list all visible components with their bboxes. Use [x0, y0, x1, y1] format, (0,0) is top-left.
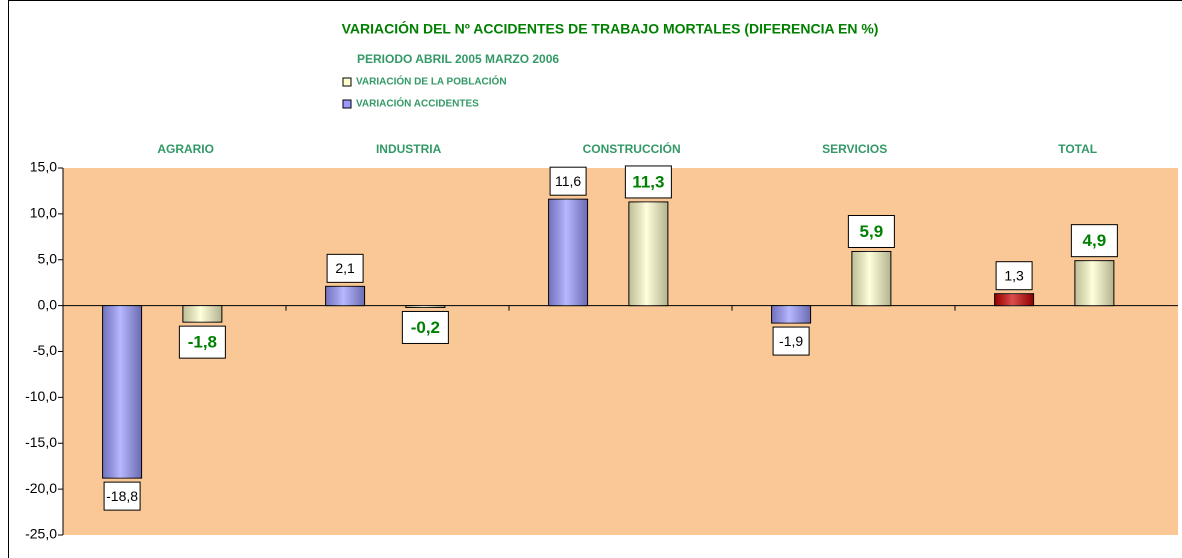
value-label: 1,3 [1004, 267, 1024, 283]
bar-shade [405, 305, 445, 308]
category-label: INDUSTRIA [376, 142, 442, 156]
y-tick-label: 15,0 [30, 159, 57, 175]
category-label: TOTAL [1058, 142, 1097, 156]
value-label-box [401, 310, 449, 344]
chart-subtitle: PERIODO ABRIL 2005 MARZO 2006 [357, 52, 559, 66]
frame [8, 0, 1182, 558]
value-label: 2,1 [335, 260, 355, 276]
value-label: 11,3 [632, 172, 664, 191]
y-tick-label: -25,0 [25, 526, 57, 542]
value-label: -0,2 [411, 318, 440, 337]
value-label-box [1070, 224, 1118, 258]
y-tick-label: -10,0 [25, 388, 57, 404]
bar-shade [1074, 260, 1114, 306]
value-label-box [178, 325, 226, 359]
plot-background [63, 168, 1178, 535]
legend-label: VARIACIÓN DE LA POBLACIÓN [356, 75, 507, 88]
legend-label: VARIACIÓN ACCIDENTES [356, 97, 479, 110]
bar-shade [851, 251, 891, 306]
y-tick-label: -15,0 [25, 434, 57, 450]
value-label: -1,9 [779, 333, 803, 349]
y-tick-label: -5,0 [33, 342, 57, 358]
value-label-box [995, 261, 1033, 291]
value-label: 5,9 [860, 222, 884, 241]
value-label: 4,9 [1083, 231, 1107, 250]
legend-swatch [342, 77, 352, 87]
category-label: SERVICIOS [822, 142, 887, 156]
bar-shade [548, 199, 588, 306]
bar-shade [325, 286, 365, 306]
value-label: -18,8 [106, 488, 138, 504]
legend-swatch [342, 99, 352, 109]
y-tick-label: 0,0 [38, 296, 58, 312]
bar-shade [994, 293, 1034, 306]
value-label-box [624, 165, 672, 199]
bar-shade [771, 305, 811, 324]
value-label-box [772, 326, 810, 356]
value-label-box [549, 166, 587, 196]
value-label-box [103, 481, 141, 511]
bar-shade [182, 305, 222, 323]
y-tick-label: 5,0 [38, 250, 58, 266]
value-label-box [326, 253, 364, 283]
y-tick-label: -20,0 [25, 480, 57, 496]
value-label: 11,6 [555, 173, 581, 189]
value-label: -1,8 [188, 333, 217, 352]
chart-title: VARIACIÓN DEL Nº ACCIDENTES DE TRABAJO M… [342, 20, 879, 37]
bar-shade [102, 305, 142, 479]
category-label: AGRARIO [157, 142, 214, 156]
bar-shade [628, 201, 668, 306]
y-tick-label: 10,0 [30, 205, 57, 221]
category-label: CONSTRUCCIÓN [583, 141, 681, 156]
value-label-box [847, 214, 895, 248]
